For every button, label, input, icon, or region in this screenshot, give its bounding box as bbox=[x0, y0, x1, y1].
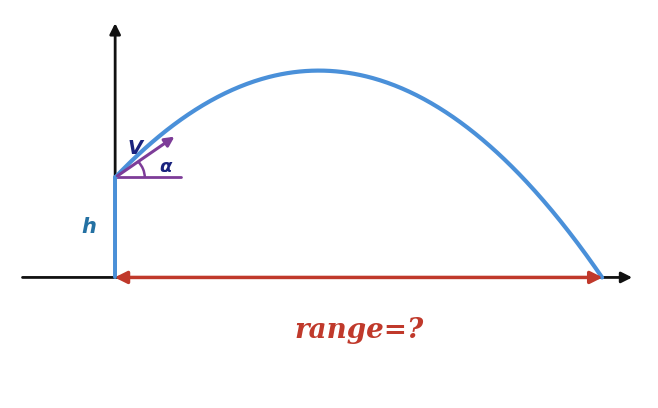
Text: h: h bbox=[82, 217, 96, 237]
Text: α: α bbox=[160, 158, 172, 176]
Text: range=?: range=? bbox=[294, 317, 423, 344]
Text: V: V bbox=[128, 139, 143, 158]
